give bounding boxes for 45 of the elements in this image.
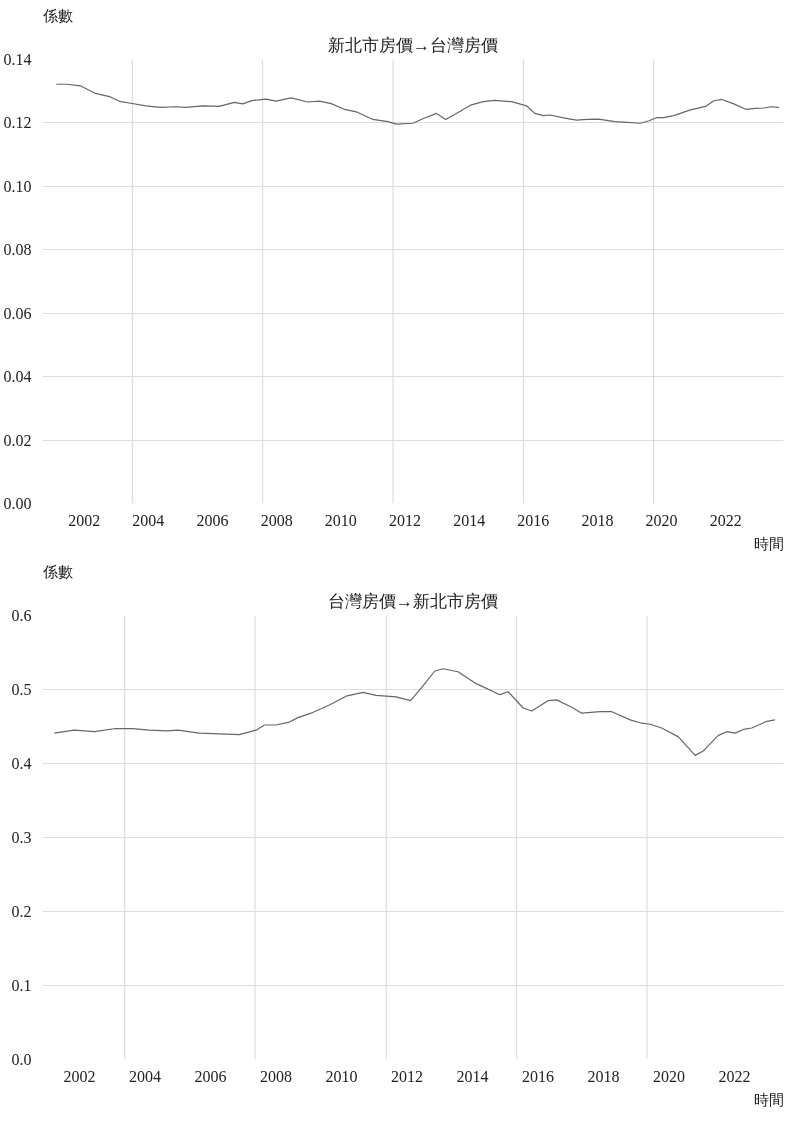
y-tick-label: 0.06 <box>3 304 32 322</box>
x-axis-title: 時間 <box>753 535 784 552</box>
x-tick-label: 2008 <box>259 1067 292 1085</box>
x-tick-label: 2006 <box>194 1067 227 1085</box>
x-tick-label: 2018 <box>581 511 614 529</box>
x-tick-label: 2004 <box>128 1067 161 1085</box>
y-tick-label: 0.14 <box>3 51 32 68</box>
x-tick-label: 2014 <box>456 1067 489 1085</box>
chart-title: 新北市房價→台灣房價 <box>328 35 498 55</box>
x-axis-title: 時間 <box>753 1091 784 1108</box>
x-tick-label: 2020 <box>652 1067 685 1085</box>
x-tick-label: 2004 <box>132 511 165 529</box>
y-tick-label: 0.6 <box>11 607 32 624</box>
x-tick-label: 2006 <box>196 511 229 529</box>
y-tick-label: 0.2 <box>11 903 32 920</box>
y-tick-label: 0.4 <box>11 755 32 772</box>
x-tick-label: 2020 <box>645 511 678 529</box>
x-tick-label: 2022 <box>709 511 742 529</box>
y-tick-label: 0.5 <box>11 681 32 698</box>
x-tick-label: 2002 <box>68 511 101 529</box>
x-tick-label: 2016 <box>521 1067 554 1085</box>
chart-title: 台灣房價→新北市房價 <box>328 591 498 611</box>
x-tick-label: 2016 <box>517 511 550 529</box>
line-series <box>53 668 776 756</box>
y-tick-label: 0.08 <box>3 241 32 259</box>
x-tick-label: 2002 <box>63 1067 96 1085</box>
x-tick-label: 2010 <box>325 1067 358 1085</box>
x-tick-label: 2012 <box>388 511 421 529</box>
line-series <box>55 83 780 125</box>
y-axis-title: 係數 <box>41 563 73 580</box>
y-tick-label: 0.00 <box>3 495 32 512</box>
x-tick-label: 2018 <box>587 1067 620 1085</box>
y-tick-label: 0.0 <box>11 1051 32 1068</box>
x-tick-label: 2012 <box>390 1067 423 1085</box>
y-tick-label: 0.02 <box>3 431 32 449</box>
x-tick-label: 2014 <box>453 511 486 529</box>
y-tick-label: 0.10 <box>3 177 32 195</box>
x-tick-label: 2010 <box>324 511 357 529</box>
x-tick-label: 2022 <box>718 1067 751 1085</box>
y-tick-label: 0.3 <box>11 829 32 846</box>
y-tick-label: 0.12 <box>3 114 32 132</box>
y-axis-title: 係數 <box>41 7 73 24</box>
x-tick-label: 2008 <box>260 511 293 529</box>
y-tick-label: 0.1 <box>11 977 32 994</box>
y-tick-label: 0.04 <box>3 368 32 386</box>
